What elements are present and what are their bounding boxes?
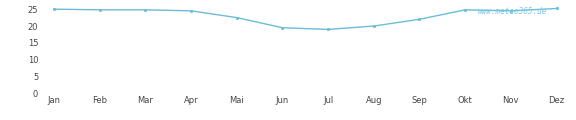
Text: www.meteo365.de: www.meteo365.de [478, 7, 547, 16]
